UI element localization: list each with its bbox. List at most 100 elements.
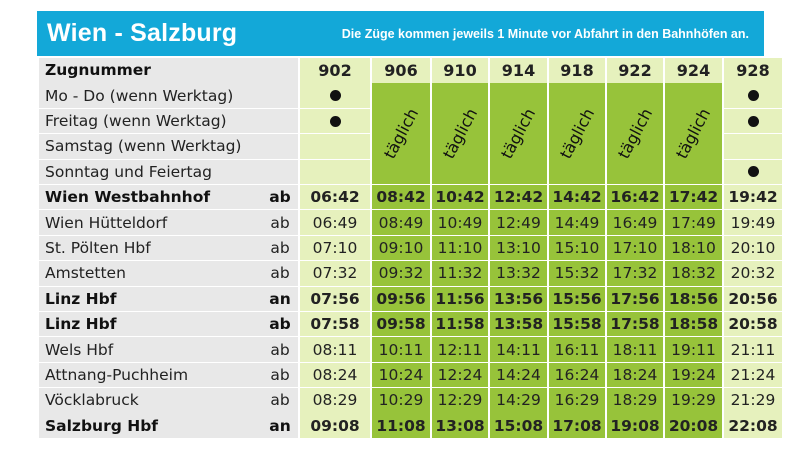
arrival-departure-marker: ab [269,188,291,207]
arrival-departure-marker: ab [270,365,290,384]
time-cell: 18:10 [665,235,722,261]
time-cell: 11:56 [432,286,488,312]
station-name: St. Pölten Hbf [45,238,151,257]
time-cell: 10:49 [432,210,488,235]
time-cell: 10:11 [372,337,430,362]
arrival-departure-marker: ab [270,213,290,232]
train-number: 914 [490,58,547,83]
station-label: Salzburg Hbf an [39,413,298,438]
station-name: Wien Westbahnhof [45,188,211,207]
time-cell: 19:29 [665,388,722,413]
daily-marker: täglich [490,83,547,185]
time-cell: 12:49 [490,210,547,235]
time-cell: 13:32 [490,261,547,286]
day-label: Sonntag und Feiertag [39,159,298,185]
train-number: 928 [724,58,782,83]
station-label: Linz Hbf ab [39,311,298,337]
day-label: Freitag (wenn Werktag) [39,108,298,134]
day-cell [300,159,370,185]
time-cell: 12:11 [432,337,488,362]
time-cell: 15:56 [549,286,605,312]
time-cell: 13:58 [490,311,547,337]
daily-label: täglich [379,105,423,163]
time-cell: 09:32 [372,261,430,286]
time-cell: 15:58 [549,311,605,337]
day-label-text: Freitag (wenn Werktag) [45,112,227,131]
time-cell: 18:58 [665,311,722,337]
time-cell: 16:29 [549,388,605,413]
time-cell: 14:11 [490,337,547,362]
train-number: 910 [432,58,488,83]
daily-marker: täglich [432,83,488,185]
station-name: Wels Hbf [45,340,114,359]
time-cell: 18:11 [607,337,663,362]
arrival-departure-marker: an [269,416,291,435]
time-cell: 10:24 [372,362,430,388]
station-name: Attnang-Puchheim [45,365,189,384]
time-cell: 17:58 [607,311,663,337]
time-cell: 20:58 [724,311,782,337]
time-cell: 13:56 [490,286,547,312]
daily-label: täglich [613,105,657,163]
time-cell: 17:42 [665,184,722,210]
time-cell: 20:08 [665,413,722,438]
day-label-text: Mo - Do (wenn Werktag) [45,86,234,105]
day-cell [300,108,370,134]
time-cell: 15:08 [490,413,547,438]
time-cell: 16:24 [549,362,605,388]
time-cell: 10:29 [372,388,430,413]
time-cell: 11:32 [432,261,488,286]
time-cell: 09:08 [300,413,370,438]
timetable: Zugnummer 902 906 910 914 918 922 924 928 Mo - Do… [39,58,782,463]
time-cell: 18:24 [607,362,663,388]
time-cell: 08:42 [372,184,430,210]
daily-marker: täglich [549,83,605,185]
station-name: Vöcklabruck [45,391,139,410]
station-label: Linz Hbf an [39,286,298,312]
train-number: 906 [372,58,430,83]
time-cell: 11:08 [372,413,430,438]
time-cell: 09:58 [372,311,430,337]
runs-dot-icon [747,115,759,127]
time-cell: 13:08 [432,413,488,438]
time-cell: 15:10 [549,235,605,261]
time-cell: 14:29 [490,388,547,413]
station-name: Linz Hbf [45,315,117,334]
time-cell: 17:56 [607,286,663,312]
time-cell: 12:24 [432,362,488,388]
day-cell [724,159,782,185]
time-cell: 20:32 [724,261,782,286]
station-name: Salzburg Hbf [45,416,159,435]
train-number: 922 [607,58,663,83]
time-cell: 08:24 [300,362,370,388]
station-label: Amstetten ab [39,261,298,286]
time-cell: 21:24 [724,362,782,388]
time-cell: 22:08 [724,413,782,438]
time-cell: 14:49 [549,210,605,235]
train-number-label-text: Zugnummer [45,61,151,80]
time-cell: 17:10 [607,235,663,261]
daily-label: täglich [555,105,599,163]
runs-dot-icon [329,115,341,127]
station-label: Vöcklabruck ab [39,388,298,413]
time-cell: 07:56 [300,286,370,312]
time-cell: 14:42 [549,184,605,210]
time-cell: 14:24 [490,362,547,388]
train-number: 924 [665,58,722,83]
time-cell: 13:10 [490,235,547,261]
train-number-label: Zugnummer [39,58,298,83]
time-cell: 09:56 [372,286,430,312]
time-cell: 19:42 [724,184,782,210]
time-cell: 11:10 [432,235,488,261]
time-cell: 09:10 [372,235,430,261]
station-name: Wien Hütteldorf [45,213,168,232]
time-cell: 19:49 [724,210,782,235]
daily-marker: täglich [372,83,430,185]
time-cell: 12:29 [432,388,488,413]
day-cell [724,108,782,134]
station-label: St. Pölten Hbf ab [39,235,298,261]
time-cell: 06:42 [300,184,370,210]
time-cell: 11:58 [432,311,488,337]
station-label: Attnang-Puchheim ab [39,362,298,388]
title-bar: Wien - Salzburg Die Züge kommen jeweils … [37,11,764,56]
